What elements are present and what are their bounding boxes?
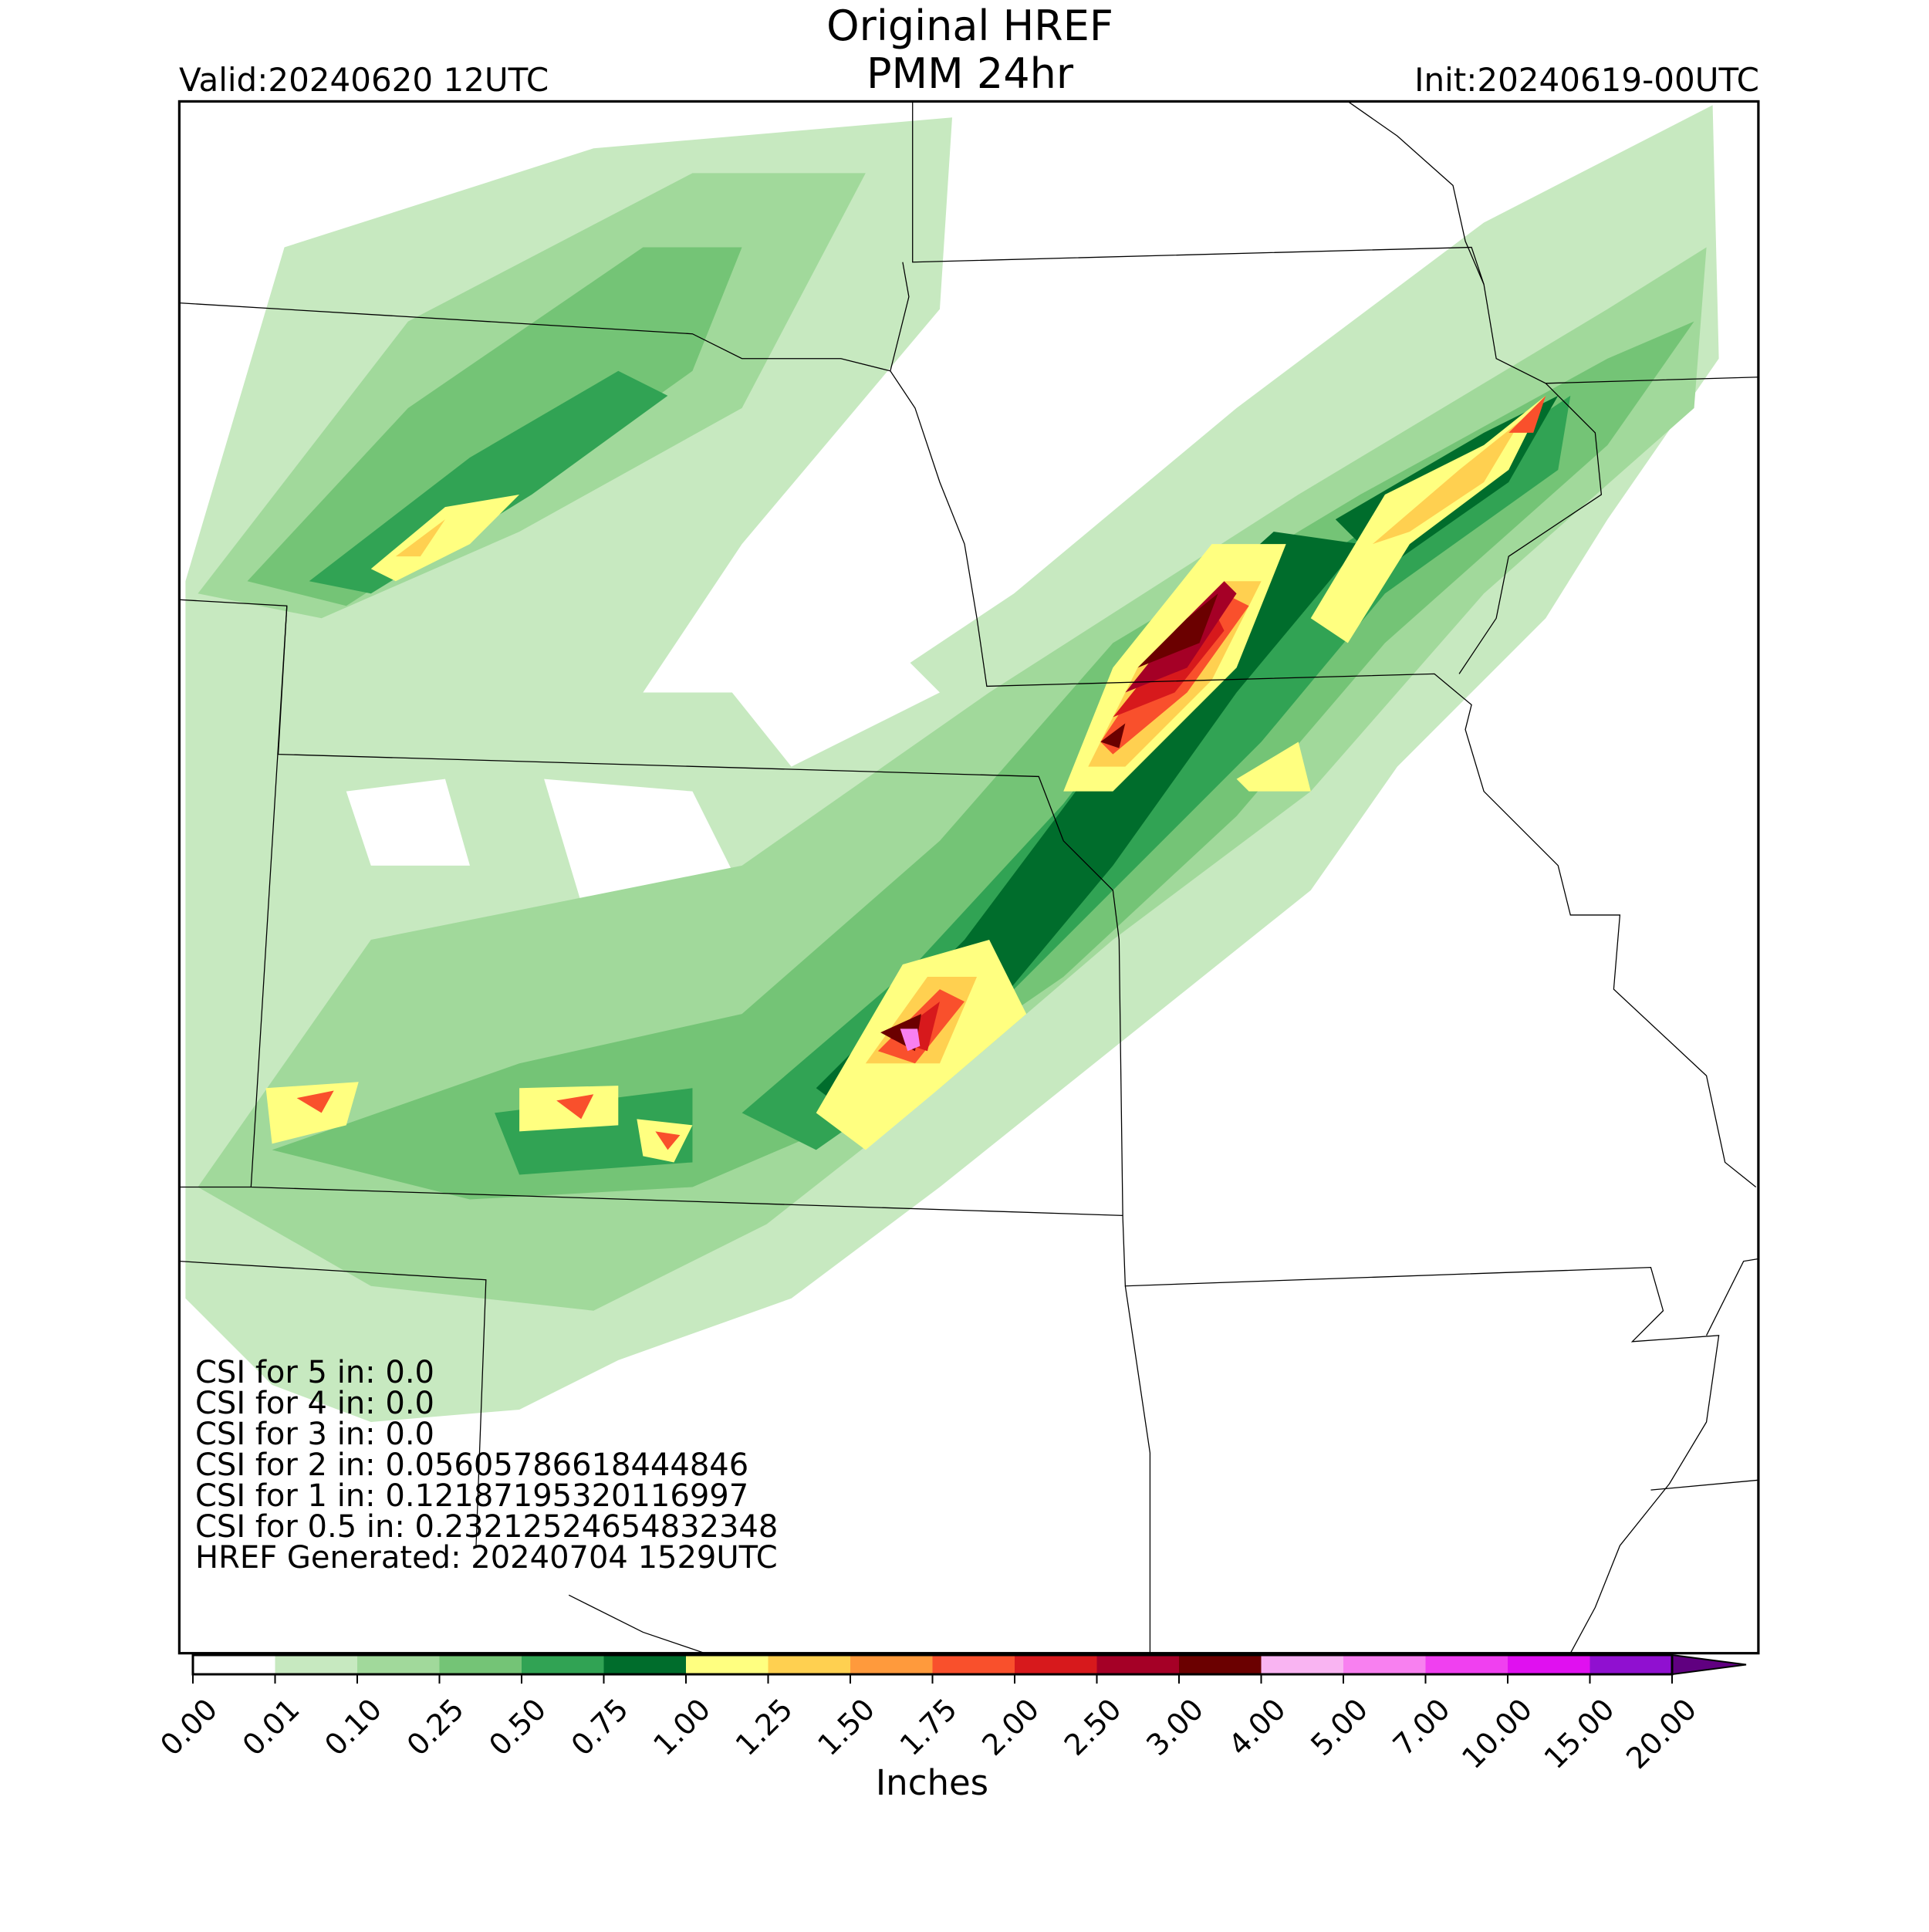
colorbar-tick-label: 0.50	[482, 1692, 552, 1762]
stat-line: HREF Generated: 20240704 1529UTC	[195, 1540, 778, 1576]
colorbar-tick-label: 4.00	[1222, 1692, 1292, 1762]
colorbar-segment	[1343, 1655, 1426, 1674]
colorbar-tick-label: 1.00	[647, 1692, 717, 1762]
colorbar-tick-label: 7.00	[1387, 1692, 1457, 1762]
colorbar-segment	[1261, 1655, 1344, 1674]
colorbar-segment	[1015, 1655, 1097, 1674]
colorbar-segment	[275, 1655, 358, 1674]
precip-field	[185, 105, 1719, 1422]
colorbar-segment	[768, 1655, 851, 1674]
colorbar-segment	[357, 1655, 440, 1674]
colorbar-tick-label: 10.00	[1455, 1692, 1539, 1775]
colorbar-segment	[1425, 1655, 1508, 1674]
colorbar-tick-label: 0.01	[236, 1692, 306, 1762]
valid-time: Valid:20240620 12UTC	[179, 61, 549, 99]
colorbar-segment	[1508, 1655, 1590, 1674]
stat-line: CSI for 4 in: 0.0	[195, 1386, 434, 1421]
colorbar-tick-label: 0.75	[565, 1692, 635, 1762]
colorbar-tick-label: 0.25	[400, 1692, 471, 1762]
colorbar: 0.00 0.01 0.10 0.25 0.50 0.75 1.00 1.25 1.50 1.75…	[154, 1653, 1747, 1775]
colorbar-segment	[1589, 1655, 1673, 1674]
colorbar-segment	[522, 1655, 604, 1674]
colorbar-segment	[1096, 1655, 1180, 1674]
colorbar-tick-label: 1.25	[729, 1692, 799, 1762]
colorbar-segment	[932, 1655, 1015, 1674]
colorbar-label: Inches	[876, 1762, 988, 1803]
colorbar-tick-label: 0.00	[154, 1692, 224, 1762]
colorbar-segment	[686, 1655, 769, 1674]
stat-line: CSI for 3 in: 0.0	[195, 1417, 434, 1452]
colorbar-segment	[439, 1655, 522, 1674]
stat-line: CSI for 1 in: 0.12187195320116997	[195, 1478, 748, 1514]
stat-line: CSI for 5 in: 0.0	[195, 1355, 434, 1390]
colorbar-tick-label: 20.00	[1620, 1692, 1703, 1775]
colorbar-tick-label: 5.00	[1304, 1692, 1374, 1762]
colorbar-tick-label: 2.50	[1058, 1692, 1128, 1762]
init-time: Init:20240619-00UTC	[1414, 61, 1759, 99]
state-borders	[179, 100, 1759, 1654]
subtitle: PMM 24hr	[867, 49, 1074, 98]
colorbar-extend	[1671, 1653, 1747, 1676]
colorbar-segment	[603, 1655, 687, 1674]
map-frame	[177, 100, 1760, 1655]
colorbar-tick-label: 0.10	[318, 1692, 388, 1762]
colorbar-segment	[850, 1655, 933, 1674]
colorbar-segment	[193, 1655, 275, 1674]
colorbar-tick-label: 15.00	[1538, 1692, 1621, 1775]
title: Original HREF	[826, 2, 1113, 50]
colorbar-tick-label: 1.75	[894, 1692, 964, 1762]
stat-line: CSI for 2 in: 0.05605786618444846	[195, 1447, 748, 1483]
colorbar-tick-label: 3.00	[1140, 1692, 1210, 1762]
colorbar-tick-label: 1.50	[811, 1692, 881, 1762]
stat-line: CSI for 0.5 in: 0.23212524654832348	[195, 1509, 778, 1545]
map	[177, 100, 1760, 1655]
colorbar-segment	[1179, 1655, 1262, 1674]
colorbar-tick-label: 2.00	[975, 1692, 1046, 1762]
